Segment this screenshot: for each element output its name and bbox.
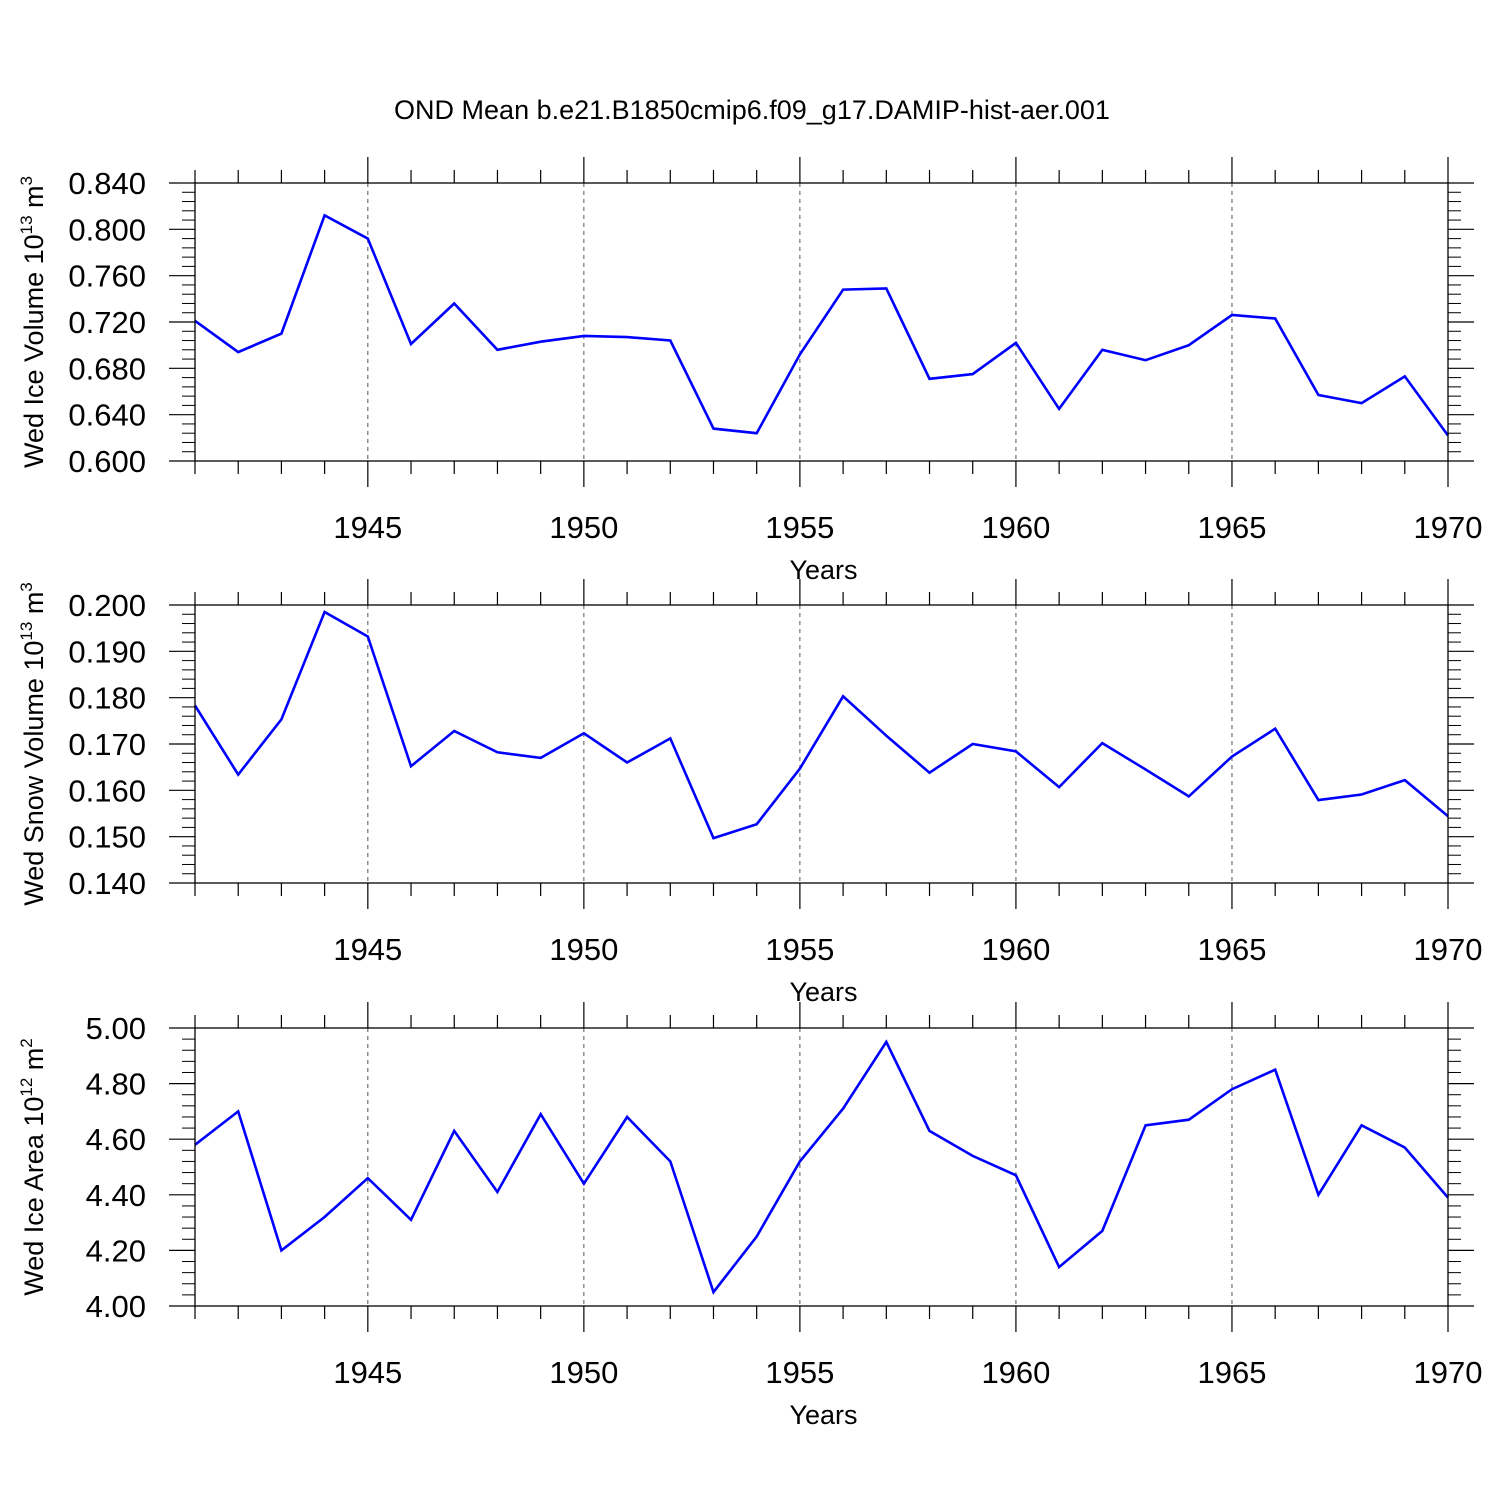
y-axis-label: Wed Ice Area 1012 m2 [17, 1038, 49, 1296]
y-axis-label: Wed Ice Volume 1013 m3 [17, 176, 49, 468]
y-tick-label: 0.760 [68, 259, 146, 294]
y-tick-label: 0.600 [68, 444, 146, 479]
y-tick-label: 0.680 [68, 351, 146, 386]
x-tick-label: 1950 [549, 510, 618, 545]
y-axis-label: Wed Snow Volume 1013 m3 [17, 582, 49, 906]
series-line [193, 610, 1449, 840]
series-line [194, 1039, 1449, 1295]
x-tick-label: 1960 [981, 510, 1050, 545]
y-tick-label: 0.140 [68, 866, 146, 901]
x-tick-label: 1965 [1197, 1355, 1266, 1390]
x-tick-label: 1950 [549, 932, 618, 967]
y-tick-label: 4.00 [86, 1289, 146, 1324]
x-tick-label: 1970 [1414, 510, 1483, 545]
series-line [194, 213, 1450, 437]
y-tick-label: 0.800 [68, 212, 146, 247]
x-tick-label: 1955 [765, 510, 834, 545]
panels: 0.600 0.640 0.680 0.720 0.760 0.800 0.840 1945 1… [17, 157, 1482, 1430]
x-tick-label: 1965 [1197, 932, 1266, 967]
y-tick-label: 0.170 [68, 727, 146, 762]
y-tick-label: 0.840 [68, 166, 146, 201]
x-tick-label: 1950 [549, 1355, 618, 1390]
x-tick-label: 1960 [981, 1355, 1050, 1390]
y-tick-label: 0.640 [68, 398, 146, 433]
x-tick-label: 1945 [333, 510, 402, 545]
x-tick-label: 1965 [1197, 510, 1266, 545]
y-tick-label: 4.40 [86, 1178, 146, 1213]
x-tick-label: 1945 [333, 1355, 402, 1390]
x-axis-label: Years [789, 555, 857, 585]
chart-panel-2: 0.140 0.150 0.160 0.170 0.180 0.190 0.200 1945 1… [17, 579, 1482, 1007]
y-tick-label: 0.160 [68, 773, 146, 808]
plot-frame [194, 604, 1449, 884]
figure-title: OND Mean b.e21.B1850cmip6.f09_g17.DAMIP-… [394, 95, 1110, 125]
y-tick-label: 0.200 [68, 588, 146, 623]
x-tick-label: 1970 [1414, 932, 1483, 967]
x-axis-label: Years [789, 977, 857, 1007]
x-tick-label: 1970 [1414, 1355, 1483, 1390]
chart-panel-1: 0.600 0.640 0.680 0.720 0.760 0.800 0.840 1945 1… [17, 157, 1482, 585]
y-tick-label: 0.150 [68, 820, 146, 855]
x-tick-label: 1960 [981, 932, 1050, 967]
x-tick-label: 1955 [765, 1355, 834, 1390]
y-tick-label: 4.80 [86, 1067, 146, 1102]
y-tick-label: 0.180 [68, 681, 146, 716]
y-tick-label: 5.00 [86, 1011, 146, 1046]
y-tick-label: 4.60 [86, 1122, 146, 1157]
x-tick-label: 1945 [333, 932, 402, 967]
y-tick-label: 0.720 [68, 305, 146, 340]
x-axis-label: Years [789, 1400, 857, 1430]
y-tick-label: 4.20 [86, 1233, 146, 1268]
chart-panel-3: 4.00 4.20 4.40 4.60 4.80 5.00 1945 1950 1955 1960… [17, 1002, 1482, 1430]
plot-frame [194, 1027, 1449, 1307]
x-tick-label: 1955 [765, 932, 834, 967]
y-tick-label: 0.190 [68, 634, 146, 669]
